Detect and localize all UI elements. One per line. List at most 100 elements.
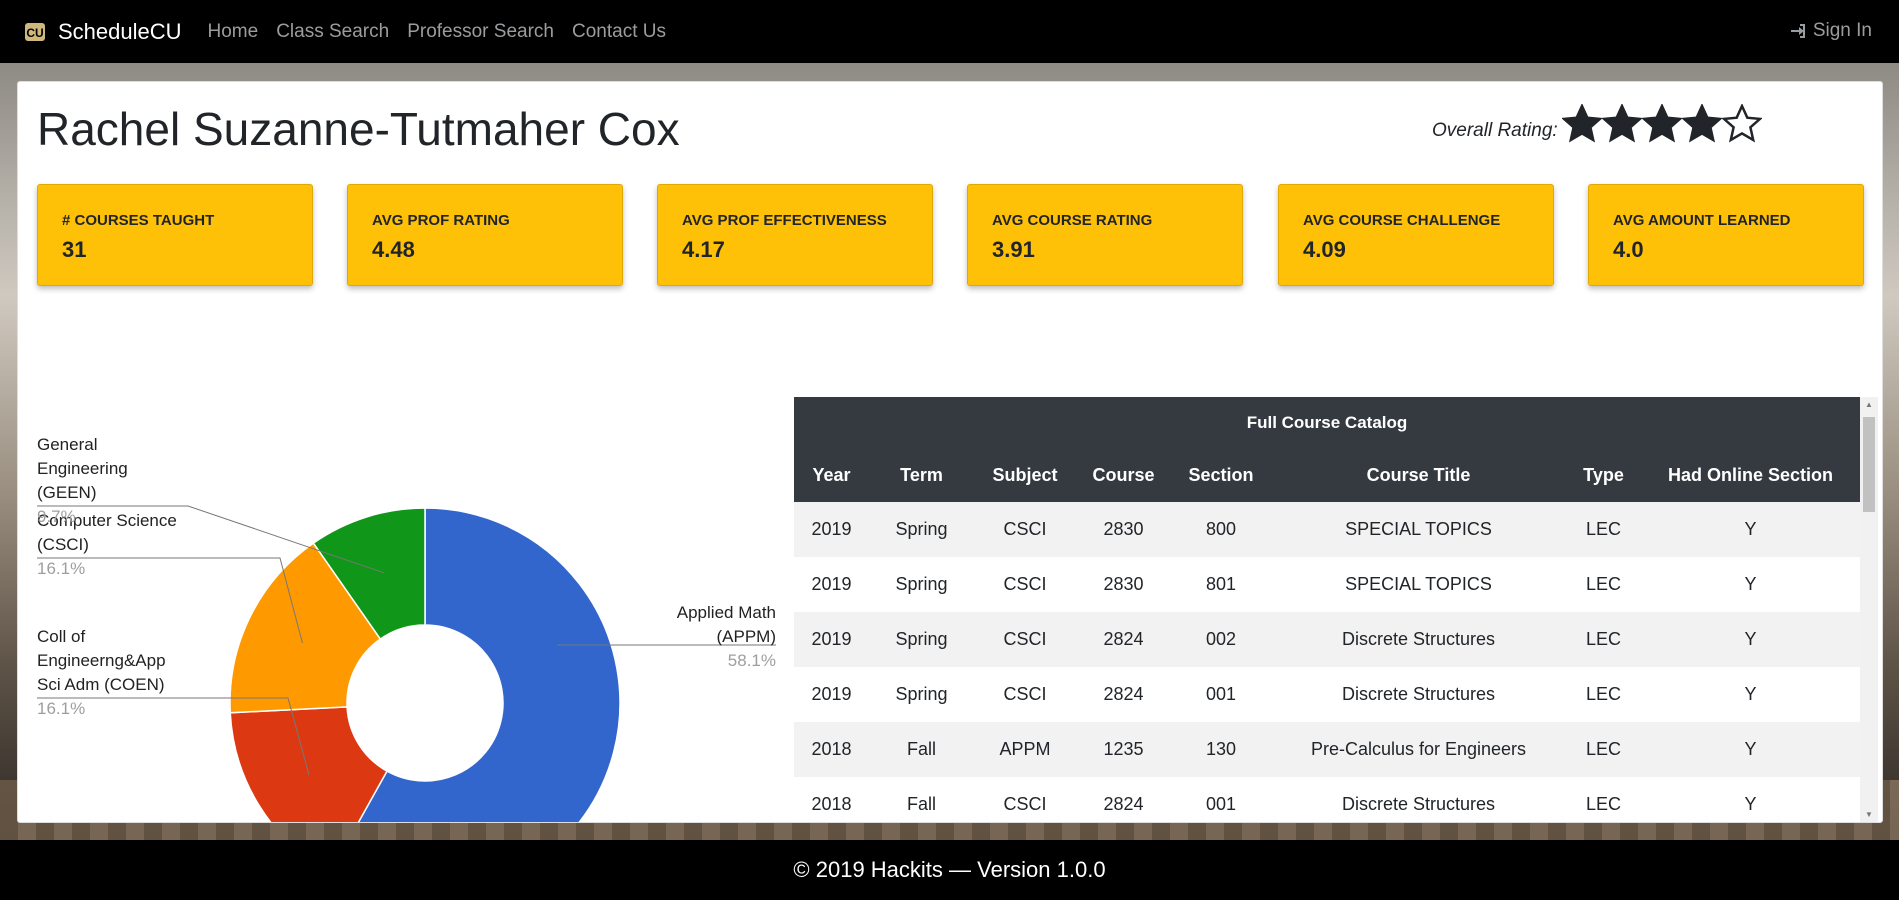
slice-percent-label: 16.1% <box>37 699 85 718</box>
nav-class-search[interactable]: Class Search <box>276 21 389 43</box>
sign-in-label: Sign In <box>1813 20 1872 42</box>
stat-label: # COURSES TAUGHT <box>62 212 214 229</box>
col-year: Year <box>794 449 869 502</box>
rating-label: Overall Rating: <box>1432 120 1558 142</box>
cell-online: Y <box>1641 777 1860 822</box>
stat-label: AVG COURSE RATING <box>992 212 1152 229</box>
cell-course: 2824 <box>1076 777 1171 822</box>
table-row: 2019 Spring CSCI 2824 001 Discrete Struc… <box>794 667 1860 722</box>
cell-online: Y <box>1641 722 1860 777</box>
star-empty-icon <box>1722 104 1762 144</box>
slice-label: Applied Math <box>677 603 776 622</box>
stat-value: 3.91 <box>992 237 1035 263</box>
cell-online: Y <box>1641 557 1860 612</box>
stat-avg-prof-rating: AVG PROF RATING 4.48 <box>347 184 623 286</box>
sign-in-link[interactable]: Sign In <box>1789 20 1872 42</box>
slice-label: Engineerng&App <box>37 651 166 670</box>
col-online: Had Online Section <box>1641 449 1860 502</box>
cell-online: Y <box>1641 612 1860 667</box>
navbar: CU ScheduleCU Home Class Search Professo… <box>0 0 1899 63</box>
cell-year: 2019 <box>794 667 869 722</box>
brand-name: ScheduleCU <box>58 19 182 45</box>
cell-course: 2824 <box>1076 667 1171 722</box>
col-course: Course <box>1076 449 1171 502</box>
slice-label: (APPM) <box>717 627 777 646</box>
cu-logo-icon: CU <box>24 21 46 43</box>
stat-value: 31 <box>62 237 86 263</box>
cell-term: Spring <box>869 667 974 722</box>
scroll-up-arrow-icon[interactable]: ▲ <box>1865 400 1873 409</box>
cell-type: LEC <box>1566 557 1641 612</box>
stat-value: 4.09 <box>1303 237 1346 263</box>
cell-section: 130 <box>1171 722 1271 777</box>
cell-title: Pre-Calculus for Engineers <box>1271 722 1566 777</box>
stat-label: AVG PROF RATING <box>372 212 510 229</box>
nav-professor-search[interactable]: Professor Search <box>407 21 554 43</box>
cell-online: Y <box>1641 502 1860 557</box>
overall-rating: Overall Rating: <box>1432 104 1762 149</box>
cell-subject: CSCI <box>974 557 1076 612</box>
col-subject: Subject <box>974 449 1076 502</box>
department-donut-chart: Applied Math (APPM) 58.1% Coll of Engineerng… <box>18 372 808 822</box>
scroll-down-arrow-icon[interactable]: ▼ <box>1865 810 1873 819</box>
cell-title: Discrete Structures <box>1271 667 1566 722</box>
col-course-title: Course Title <box>1271 449 1566 502</box>
table-row: 2019 Spring CSCI 2830 801 SPECIAL TOPICS… <box>794 557 1860 612</box>
cell-course: 2830 <box>1076 502 1171 557</box>
cell-title: SPECIAL TOPICS <box>1271 557 1566 612</box>
cell-term: Spring <box>869 612 974 667</box>
cell-subject: CSCI <box>974 612 1076 667</box>
brand[interactable]: CU ScheduleCU <box>24 19 182 45</box>
cell-title: Discrete Structures <box>1271 777 1566 822</box>
course-catalog-panel[interactable]: Full Course Catalog Year Term Subject Co… <box>794 397 1878 822</box>
cell-year: 2019 <box>794 612 869 667</box>
nav-home[interactable]: Home <box>208 21 259 43</box>
star-filled-icon <box>1562 104 1602 144</box>
footer: © 2019 Hackits — Version 1.0.0 <box>0 840 1899 900</box>
cell-term: Spring <box>869 502 974 557</box>
slice-percent-label: 16.1% <box>37 559 85 578</box>
sign-in-icon <box>1789 22 1807 40</box>
table-row: 2019 Spring CSCI 2830 800 SPECIAL TOPICS… <box>794 502 1860 557</box>
cell-year: 2018 <box>794 777 869 822</box>
table-row: 2019 Spring CSCI 2824 002 Discrete Struc… <box>794 612 1860 667</box>
rating-stars <box>1562 104 1762 149</box>
donut-slice[interactable] <box>230 707 387 822</box>
cell-term: Fall <box>869 777 974 822</box>
cell-type: LEC <box>1566 502 1641 557</box>
cell-subject: CSCI <box>974 502 1076 557</box>
slice-label: (CSCI) <box>37 535 89 554</box>
stat-label: AVG PROF EFFECTIVENESS <box>682 212 887 229</box>
course-catalog-table: Full Course Catalog Year Term Subject Co… <box>794 397 1860 822</box>
cell-type: LEC <box>1566 722 1641 777</box>
cell-year: 2019 <box>794 502 869 557</box>
col-type: Type <box>1566 449 1641 502</box>
cell-title: Discrete Structures <box>1271 612 1566 667</box>
cell-online: Y <box>1641 667 1860 722</box>
footer-text: © 2019 Hackits — Version 1.0.0 <box>793 857 1105 883</box>
cell-type: LEC <box>1566 667 1641 722</box>
slice-label: Engineering <box>37 459 128 478</box>
scroll-thumb[interactable] <box>1863 417 1875 512</box>
svg-text:CU: CU <box>26 26 43 40</box>
table-row: 2018 Fall CSCI 2824 001 Discrete Structu… <box>794 777 1860 822</box>
professor-name: Rachel Suzanne-Tutmaher Cox <box>37 102 680 156</box>
stat-value: 4.48 <box>372 237 415 263</box>
cell-course: 2830 <box>1076 557 1171 612</box>
cell-section: 001 <box>1171 667 1271 722</box>
table-caption: Full Course Catalog <box>794 397 1860 449</box>
cell-course: 1235 <box>1076 722 1171 777</box>
cell-year: 2019 <box>794 557 869 612</box>
cell-section: 801 <box>1171 557 1271 612</box>
star-filled-icon <box>1602 104 1642 144</box>
cell-type: LEC <box>1566 612 1641 667</box>
table-scrollbar[interactable]: ▲ ▼ <box>1860 397 1878 822</box>
slice-label: (GEEN) <box>37 483 97 502</box>
professor-card: Rachel Suzanne-Tutmaher Cox Overall Rati… <box>17 81 1883 823</box>
stat-courses-taught: # COURSES TAUGHT 31 <box>37 184 313 286</box>
cell-course: 2824 <box>1076 612 1171 667</box>
stat-value: 4.0 <box>1613 237 1644 263</box>
nav-contact-us[interactable]: Contact Us <box>572 21 666 43</box>
cell-title: SPECIAL TOPICS <box>1271 502 1566 557</box>
stat-label: AVG AMOUNT LEARNED <box>1613 212 1791 229</box>
